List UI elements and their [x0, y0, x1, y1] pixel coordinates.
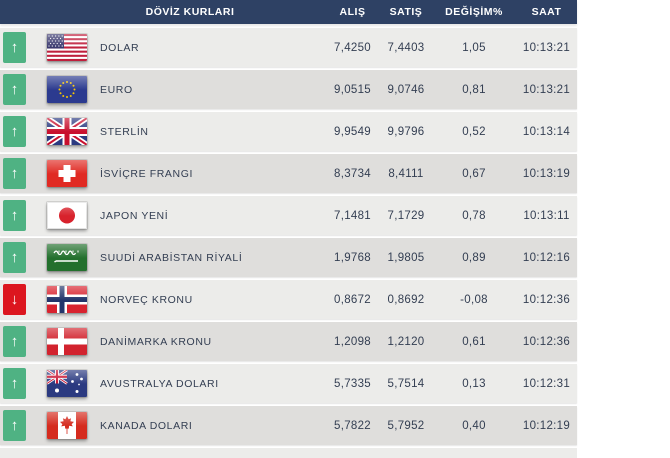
table-title: DÖVİZ KURLARI: [145, 6, 235, 18]
arrow-glyph: ↑: [10, 39, 19, 56]
buy-rate: 9,9549: [334, 125, 371, 138]
trend-up-icon: ↑: [3, 74, 26, 105]
change-percent: 0,78: [462, 209, 486, 222]
buy-rate: 8,3734: [334, 167, 371, 180]
currency-name: DANİMARKA KRONU: [100, 335, 212, 348]
change-percent: 0,89: [462, 251, 486, 264]
update-time: 10:12:19: [522, 419, 571, 432]
sell-rate: 9,9796: [387, 125, 425, 138]
partial-next-row: [0, 448, 577, 458]
table-row[interactable]: ↑ JAPON YENİ 7,1481 7,1729 0,78 10:13:11: [0, 196, 577, 235]
column-header-change: DEĞİŞİM%: [445, 6, 503, 18]
table-row[interactable]: ↑ DANİMARKA KRONU 1,2098 1,2120 0,61 10:…: [0, 322, 577, 361]
currency-name: SUUDİ ARABİSTAN RİYALİ: [100, 251, 243, 264]
table-row[interactable]: ↑ AVUSTRALYA DOLARI 5,7335 5,7514 0,13 1…: [0, 364, 577, 403]
sell-rate: 7,4403: [387, 41, 425, 54]
column-header-sell: SATIŞ: [389, 6, 423, 18]
table-row[interactable]: ↑ EURO 9,0515 9,0746 0,81 10:13:21: [0, 70, 577, 109]
saudi-arabia-flag: [47, 244, 87, 271]
trend-up-icon: ↑: [3, 242, 26, 273]
arrow-glyph: ↑: [10, 81, 19, 98]
buy-rate: 1,2098: [334, 335, 371, 348]
buy-rate: 5,7822: [334, 419, 371, 432]
trend-up-icon: ↑: [3, 326, 26, 357]
norway-flag: [47, 286, 87, 313]
update-time: 10:12:36: [522, 335, 571, 348]
buy-rate: 9,0515: [334, 83, 371, 96]
denmark-flag: [47, 328, 87, 355]
sell-rate: 5,7514: [387, 377, 425, 390]
sell-rate: 1,2120: [387, 335, 425, 348]
change-percent: 0,67: [462, 167, 486, 180]
currency-name: STERLİN: [100, 125, 149, 138]
currency-name: NORVEÇ KRONU: [100, 293, 193, 306]
trend-up-icon: ↑: [3, 200, 26, 231]
australia-flag: [47, 370, 87, 397]
us-flag: [47, 34, 87, 61]
arrow-glyph: ↑: [10, 417, 19, 434]
table-body: ↑ DOLAR 7,4250 7,4403 1,05 10:13:21 ↑ EU…: [0, 28, 577, 445]
table-row[interactable]: ↓ NORVEÇ KRONU 0,8672 0,8692 -0,08 10:12…: [0, 280, 577, 319]
update-time: 10:13:19: [522, 167, 571, 180]
sell-rate: 1,9805: [387, 251, 425, 264]
change-percent: 1,05: [462, 41, 486, 54]
eu-flag: [47, 76, 87, 103]
update-time: 10:12:36: [522, 293, 571, 306]
switzerland-flag: [47, 160, 87, 187]
arrow-glyph: ↓: [10, 291, 19, 308]
sell-rate: 9,0746: [387, 83, 425, 96]
table-row[interactable]: ↑ DOLAR 7,4250 7,4403 1,05 10:13:21: [0, 28, 577, 67]
sell-rate: 0,8692: [387, 293, 425, 306]
change-percent: 0,52: [462, 125, 486, 138]
currency-name: EURO: [100, 83, 133, 96]
change-percent: 0,61: [462, 335, 486, 348]
buy-rate: 7,1481: [334, 209, 371, 222]
change-percent: -0,08: [460, 293, 488, 306]
change-percent: 0,81: [462, 83, 486, 96]
currency-name: İSVİÇRE FRANGI: [100, 167, 193, 180]
change-percent: 0,13: [462, 377, 486, 390]
trend-up-icon: ↑: [3, 158, 26, 189]
sell-rate: 7,1729: [387, 209, 425, 222]
table-header: DÖVİZ KURLARI ALIŞ SATIŞ DEĞİŞİM% SAAT: [0, 0, 577, 24]
currency-rates-table: DÖVİZ KURLARI ALIŞ SATIŞ DEĞİŞİM% SAAT ↑…: [0, 0, 577, 458]
sell-rate: 5,7952: [387, 419, 425, 432]
update-time: 10:13:21: [522, 41, 571, 54]
arrow-glyph: ↑: [10, 123, 19, 140]
currency-name: DOLAR: [100, 41, 140, 54]
buy-rate: 0,8672: [334, 293, 371, 306]
update-time: 10:13:11: [523, 209, 570, 222]
change-percent: 0,40: [462, 419, 486, 432]
buy-rate: 7,4250: [334, 41, 371, 54]
table-row[interactable]: ↑ İSVİÇRE FRANGI 8,3734 8,4111 0,67 10:1…: [0, 154, 577, 193]
update-time: 10:12:31: [522, 377, 571, 390]
update-time: 10:12:16: [522, 251, 571, 264]
trend-up-icon: ↑: [3, 368, 26, 399]
arrow-glyph: ↑: [10, 333, 19, 350]
trend-up-icon: ↑: [3, 32, 26, 63]
trend-up-icon: ↑: [3, 116, 26, 147]
currency-name: KANADA DOLARI: [100, 419, 193, 432]
uk-flag: [47, 118, 87, 145]
table-row[interactable]: ↑ SUUDİ ARABİSTAN RİYALİ 1,9768 1,9805 0…: [0, 238, 577, 277]
arrow-glyph: ↑: [10, 207, 19, 224]
currency-name: AVUSTRALYA DOLARI: [100, 377, 219, 390]
trend-down-icon: ↓: [3, 284, 26, 315]
trend-up-icon: ↑: [3, 410, 26, 441]
arrow-glyph: ↑: [10, 165, 19, 182]
buy-rate: 1,9768: [334, 251, 371, 264]
table-row[interactable]: ↑ KANADA DOLARI 5,7822 5,7952 0,40 10:12…: [0, 406, 577, 445]
japan-flag: [47, 202, 87, 229]
buy-rate: 5,7335: [334, 377, 371, 390]
currency-name: JAPON YENİ: [100, 209, 169, 222]
canada-flag: [47, 412, 87, 439]
column-header-buy: ALIŞ: [339, 6, 366, 18]
table-row[interactable]: ↑ STERLİN 9,9549 9,9796 0,52 10:13:14: [0, 112, 577, 151]
column-header-time: SAAT: [531, 6, 562, 18]
update-time: 10:13:21: [522, 83, 571, 96]
arrow-glyph: ↑: [10, 249, 19, 266]
arrow-glyph: ↑: [10, 375, 19, 392]
update-time: 10:13:14: [522, 125, 571, 138]
sell-rate: 8,4111: [388, 167, 424, 180]
